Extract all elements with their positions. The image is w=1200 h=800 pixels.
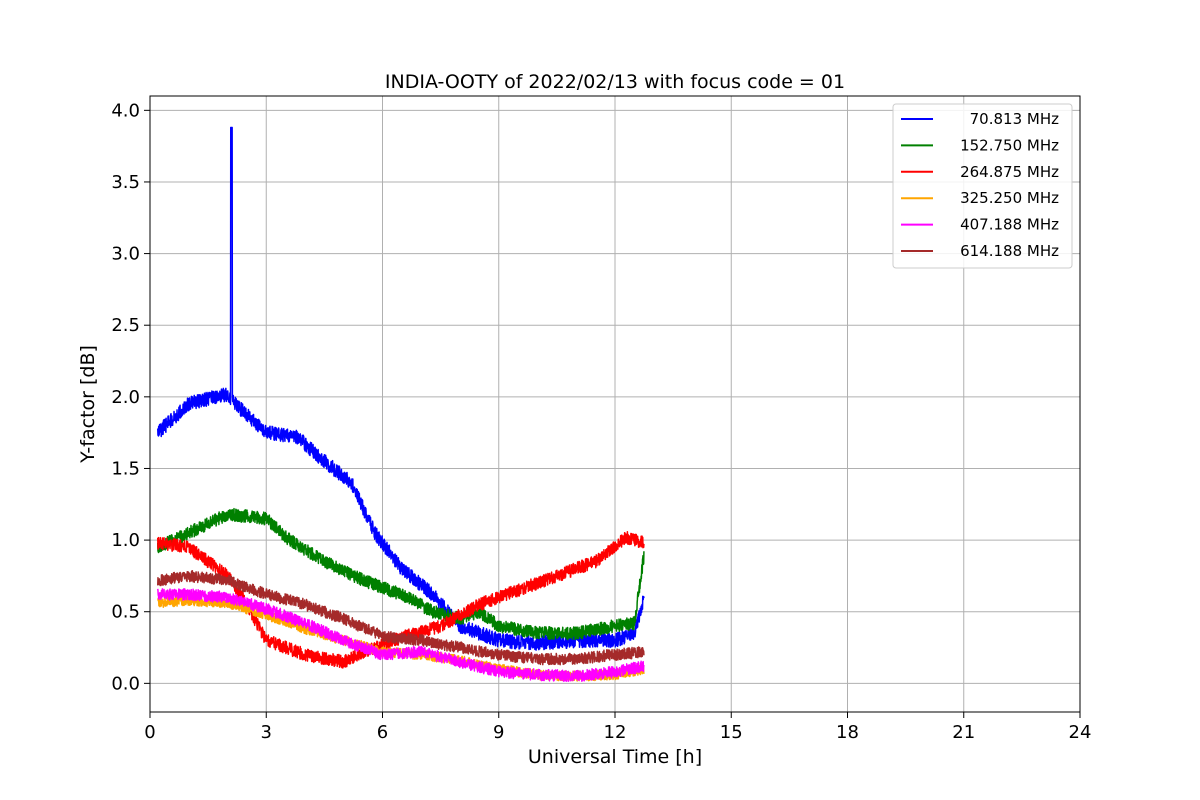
x-tick-label: 6	[377, 722, 388, 743]
series-line	[157, 570, 645, 666]
x-tick-label: 3	[261, 722, 272, 743]
series-line	[157, 507, 645, 641]
x-tick-label: 0	[144, 722, 155, 743]
series-line	[157, 588, 645, 683]
y-tick-label: 3.5	[111, 172, 140, 193]
legend-entry-label: 325.250 MHz	[960, 189, 1059, 207]
x-tick-label: 15	[720, 722, 743, 743]
series-line	[157, 126, 645, 651]
x-axis: 0 3 6 9 12 15 18 21 24	[144, 712, 1091, 743]
legend-entry-label: 70.813 MHz	[970, 110, 1059, 128]
x-tick-label: 12	[604, 722, 627, 743]
y-tick-label: 0.5	[111, 602, 140, 623]
y-tick-label: 1.0	[111, 530, 140, 551]
x-tick-label: 24	[1069, 722, 1092, 743]
x-tick-label: 9	[493, 722, 504, 743]
legend: 70.813 MHz 152.750 MHz 264.875 MHz 325.250 …	[892, 103, 1073, 269]
legend-entry-label: 152.750 MHz	[960, 136, 1059, 154]
y-tick-label: 3.0	[111, 244, 140, 265]
x-tick-label: 21	[952, 722, 975, 743]
y-tick-label: 1.5	[111, 458, 140, 479]
legend-entry-label: 614.188 MHz	[960, 242, 1059, 260]
x-tick-label: 18	[836, 722, 859, 743]
chart-title: INDIA-OOTY of 2022/02/13 with focus code…	[385, 71, 845, 93]
legend-entry-label: 407.188 MHz	[960, 216, 1059, 234]
series-layer	[157, 126, 645, 683]
legend-box	[892, 103, 1073, 269]
y-axis-label: Y-factor [dB]	[77, 345, 99, 464]
y-tick-label: 4.0	[111, 100, 140, 121]
y-tick-label: 0.0	[111, 673, 140, 694]
y-axis: 0.0 0.5 1.0 1.5 2.0 2.5 3.0 3.5 4.0	[111, 100, 150, 694]
legend-entry-label: 264.875 MHz	[960, 163, 1059, 181]
x-axis-label: Universal Time [h]	[528, 746, 702, 768]
y-tick-label: 2.0	[111, 387, 140, 408]
y-tick-label: 2.5	[111, 315, 140, 336]
